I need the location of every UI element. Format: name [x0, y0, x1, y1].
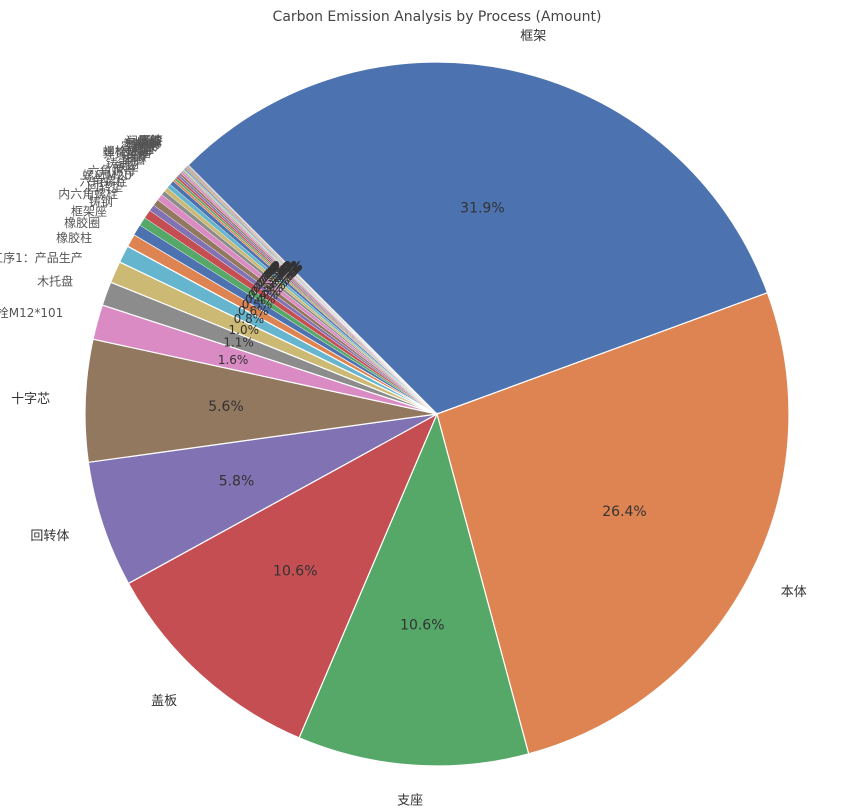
pie-slice — [436, 291, 790, 755]
slice-label: 框架 — [520, 29, 546, 44]
slice-percentage: 0.2% — [257, 275, 288, 289]
pie-slice — [187, 164, 438, 415]
slice-label: 弹簧垫圈 — [103, 145, 151, 160]
slice-label: 内六角螺栓 — [58, 186, 118, 201]
slice-label: 铸钢件 — [106, 155, 142, 170]
pie-slice — [87, 413, 438, 585]
slice-label: 十字芯 — [11, 392, 50, 407]
slice-percentage: 1.6% — [218, 353, 249, 367]
slice-percentage: 31.9% — [460, 201, 504, 217]
slice-percentage: 0.2% — [263, 269, 294, 283]
slice-percentage: 0.2% — [261, 271, 292, 285]
slice-label: 胶水 — [135, 137, 159, 152]
slice-percentage: 0.0% — [272, 259, 303, 273]
slice-label: 润滑脂 — [126, 134, 162, 149]
slice-label: 铸钢 — [89, 194, 113, 209]
slice-label: 工序1：产品生产 — [0, 250, 83, 265]
slice-label: 盖板 — [151, 694, 177, 709]
slice-label: 铁丝 — [115, 160, 139, 174]
pie-slices — [84, 61, 790, 767]
slice-label: 标牌 — [132, 141, 156, 155]
slice-percentage: 0.1% — [264, 268, 295, 282]
slice-percentage: 0.0% — [271, 260, 302, 274]
slice-percentage: 1.0% — [229, 323, 260, 337]
slice-label: 六角螺栓 — [79, 173, 127, 188]
slice-percentage: 0.5% — [242, 298, 273, 312]
slice-label: 底漆 — [138, 133, 162, 148]
slice-percentage: 0.4% — [248, 288, 279, 302]
slice-percentage: 0.3% — [251, 284, 282, 298]
slice-label: 铸件 — [125, 147, 149, 162]
pie-slice — [127, 412, 439, 739]
slice-label: 本体 — [781, 585, 807, 600]
slice-label: 面漆 — [139, 134, 163, 148]
slice-percentage: 0.1% — [268, 263, 299, 277]
slice-percentage: 26.4% — [602, 504, 646, 520]
slice-percentage: 0.1% — [265, 267, 296, 281]
slice-label: 支座 — [397, 793, 423, 808]
slice-label: 螺母M20 — [82, 169, 132, 183]
pie-slice — [298, 412, 530, 767]
slice-label: 回转垫 — [87, 179, 123, 194]
chart-title: Carbon Emission Analysis by Process (Amo… — [273, 9, 602, 25]
slice-label: 螺栓M12*101 — [0, 305, 63, 320]
slice-label: 螺栓M16 — [103, 143, 153, 158]
slice-percentage: 10.6% — [273, 564, 317, 580]
slice-percentage: 5.8% — [219, 473, 255, 489]
slice-label: 焊丝 — [130, 142, 154, 157]
slice-label: 木托盘 — [37, 274, 73, 289]
slice-percentage: 0.0% — [272, 259, 303, 273]
slice-percentage: 0.6% — [238, 304, 269, 318]
slice-label: 密封胶 — [121, 139, 157, 154]
pie-slice — [187, 61, 769, 415]
slice-label: 橡胶圈 — [64, 215, 100, 230]
slice-label: 包装膜 — [125, 135, 161, 149]
slice-percentage: 0.2% — [259, 273, 290, 287]
slice-percentage: 0.1% — [267, 264, 298, 278]
slice-percentage: 0.0% — [270, 261, 301, 275]
slice-label: 闭孔 — [134, 139, 158, 153]
slice-percentage: 0.0% — [271, 260, 302, 274]
slice-percentage: 10.6% — [400, 618, 444, 634]
slice-percentage: 0.1% — [267, 265, 298, 279]
slice-percentage: 0.4% — [245, 293, 276, 307]
slice-percentage: 0.3% — [255, 278, 286, 292]
slice-label: 橡胶柱 — [56, 230, 92, 245]
slice-percentages: 31.9% 26.4% 10.6% 10.6% 5.8% 5.6% 1.6% 1.1%1.0%… — [208, 201, 647, 634]
slice-percentage: 0.8% — [234, 312, 265, 326]
slice-percentage: 0.0% — [270, 261, 301, 275]
slice-label: 焊材 — [136, 135, 160, 150]
slice-label: 六角螺母 — [88, 164, 136, 178]
slice-percentage: 0.0% — [269, 262, 300, 276]
slice-percentage: 5.6% — [208, 399, 244, 415]
slice-percentage: 1.1% — [223, 336, 254, 350]
slice-label: 框架座 — [71, 204, 107, 219]
slice-percentage: 0.3% — [253, 281, 284, 295]
slice-label: 油漆 — [123, 150, 147, 164]
slice-label: 回转体 — [30, 529, 69, 544]
slice-percentage: 0.0% — [272, 259, 303, 273]
slice-percentage: 0.1% — [266, 266, 297, 280]
slice-label: 垫圈 — [121, 152, 145, 167]
slice-percentage: 0.0% — [269, 262, 300, 276]
slice-label: 塑料袋 — [123, 136, 159, 151]
